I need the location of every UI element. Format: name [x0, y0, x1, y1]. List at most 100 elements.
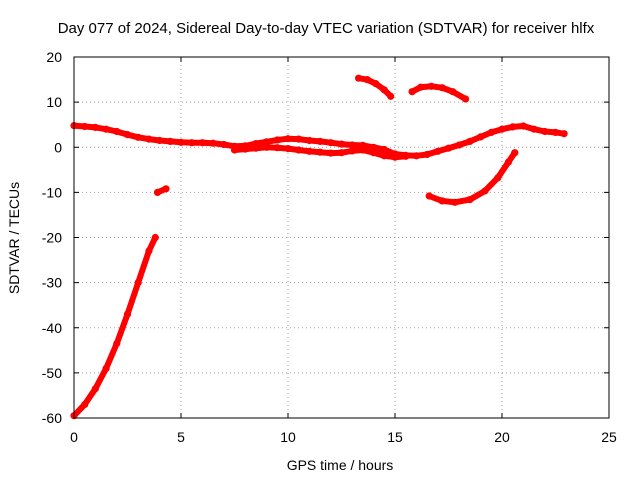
data-point: [402, 152, 410, 160]
data-point: [145, 135, 153, 143]
data-point: [530, 125, 538, 133]
data-point: [487, 128, 495, 136]
data-point: [316, 148, 324, 156]
data-point: [462, 95, 470, 103]
data-point: [91, 123, 99, 131]
data-point: [498, 125, 506, 133]
data-point: [134, 279, 142, 287]
data-point: [295, 146, 303, 154]
data-point: [348, 147, 356, 155]
data-point: [519, 122, 528, 130]
data-point: [327, 149, 335, 157]
data-point: [209, 139, 217, 147]
data-point: [327, 139, 335, 147]
data-point: [81, 400, 89, 409]
series-main-band: [70, 122, 568, 160]
y-tick-label: 10: [46, 94, 62, 110]
data-point: [425, 192, 433, 200]
data-point: [387, 92, 395, 100]
series-early-drop: [70, 233, 159, 420]
y-tick-label: 0: [54, 139, 62, 155]
series-short-segment: [153, 185, 170, 196]
data-point: [455, 141, 463, 149]
data-point: [359, 146, 367, 154]
data-point: [284, 135, 292, 143]
data-series: [70, 74, 568, 420]
data-point: [153, 188, 162, 196]
y-tick-label: 20: [46, 49, 62, 65]
data-point: [337, 149, 346, 157]
grid: [74, 57, 609, 418]
data-point: [541, 127, 549, 136]
series-arc-b: [408, 82, 470, 103]
y-tick-label: -30: [42, 275, 62, 291]
data-point: [273, 144, 281, 152]
data-point: [372, 80, 380, 88]
data-point: [380, 152, 388, 160]
data-point: [408, 88, 416, 96]
data-point: [166, 137, 174, 145]
data-point: [151, 233, 159, 242]
data-point: [380, 86, 388, 94]
data-point: [560, 130, 568, 138]
data-point: [466, 137, 474, 145]
data-point: [438, 197, 446, 205]
axis-ticks: 0 5 10 15 20 25 -60 -50 -40 -30 -20 -10 0 10 20: [42, 49, 617, 445]
data-point: [102, 125, 110, 133]
series-arc-a: [355, 74, 395, 100]
data-point: [370, 143, 378, 151]
data-point: [220, 140, 228, 149]
data-point: [412, 152, 420, 160]
x-axis-label: GPS time / hours: [287, 457, 394, 473]
y-axis-label: SDTVAR / TECUs: [6, 182, 22, 294]
data-point: [511, 149, 519, 157]
data-point: [113, 127, 121, 136]
x-tick-label: 10: [280, 429, 296, 445]
chart-title: Day 077 of 2024, Sidereal Day-to-day VTE…: [58, 20, 595, 37]
x-tick-label: 5: [177, 429, 185, 445]
data-point: [162, 185, 170, 193]
data-point: [273, 136, 281, 144]
data-point: [509, 123, 517, 131]
series-arc-c: [425, 149, 519, 206]
data-point: [423, 150, 431, 159]
data-point: [348, 141, 356, 149]
x-tick-label: 0: [70, 429, 78, 445]
data-point: [434, 147, 442, 155]
series-line: [71, 234, 159, 419]
data-point: [417, 83, 425, 91]
data-point: [230, 146, 239, 154]
data-point: [156, 136, 164, 145]
y-tick-label: -50: [42, 365, 62, 381]
data-point: [263, 143, 271, 151]
data-point: [81, 122, 89, 131]
y-tick-label: -20: [42, 230, 62, 246]
data-point: [337, 140, 346, 148]
data-point: [391, 153, 399, 161]
data-point: [91, 385, 99, 393]
data-point: [198, 139, 206, 147]
x-tick-label: 15: [387, 429, 403, 445]
data-point: [481, 187, 489, 195]
data-point: [252, 144, 260, 152]
data-point: [177, 138, 185, 146]
data-point: [316, 137, 324, 145]
data-point: [380, 145, 388, 154]
data-point: [551, 128, 560, 136]
y-tick-label: -60: [42, 410, 62, 426]
y-tick-label: -10: [42, 184, 62, 200]
x-tick-label: 20: [494, 429, 510, 445]
data-point: [305, 136, 313, 145]
data-point: [444, 144, 453, 152]
data-point: [494, 174, 502, 182]
data-point: [427, 82, 435, 90]
data-point: [449, 88, 457, 96]
data-point: [504, 158, 512, 166]
data-point: [305, 147, 313, 155]
data-point: [284, 145, 292, 153]
data-point: [123, 310, 132, 318]
data-point: [438, 84, 446, 92]
data-point: [241, 145, 249, 153]
series-lower-band: [230, 143, 410, 161]
